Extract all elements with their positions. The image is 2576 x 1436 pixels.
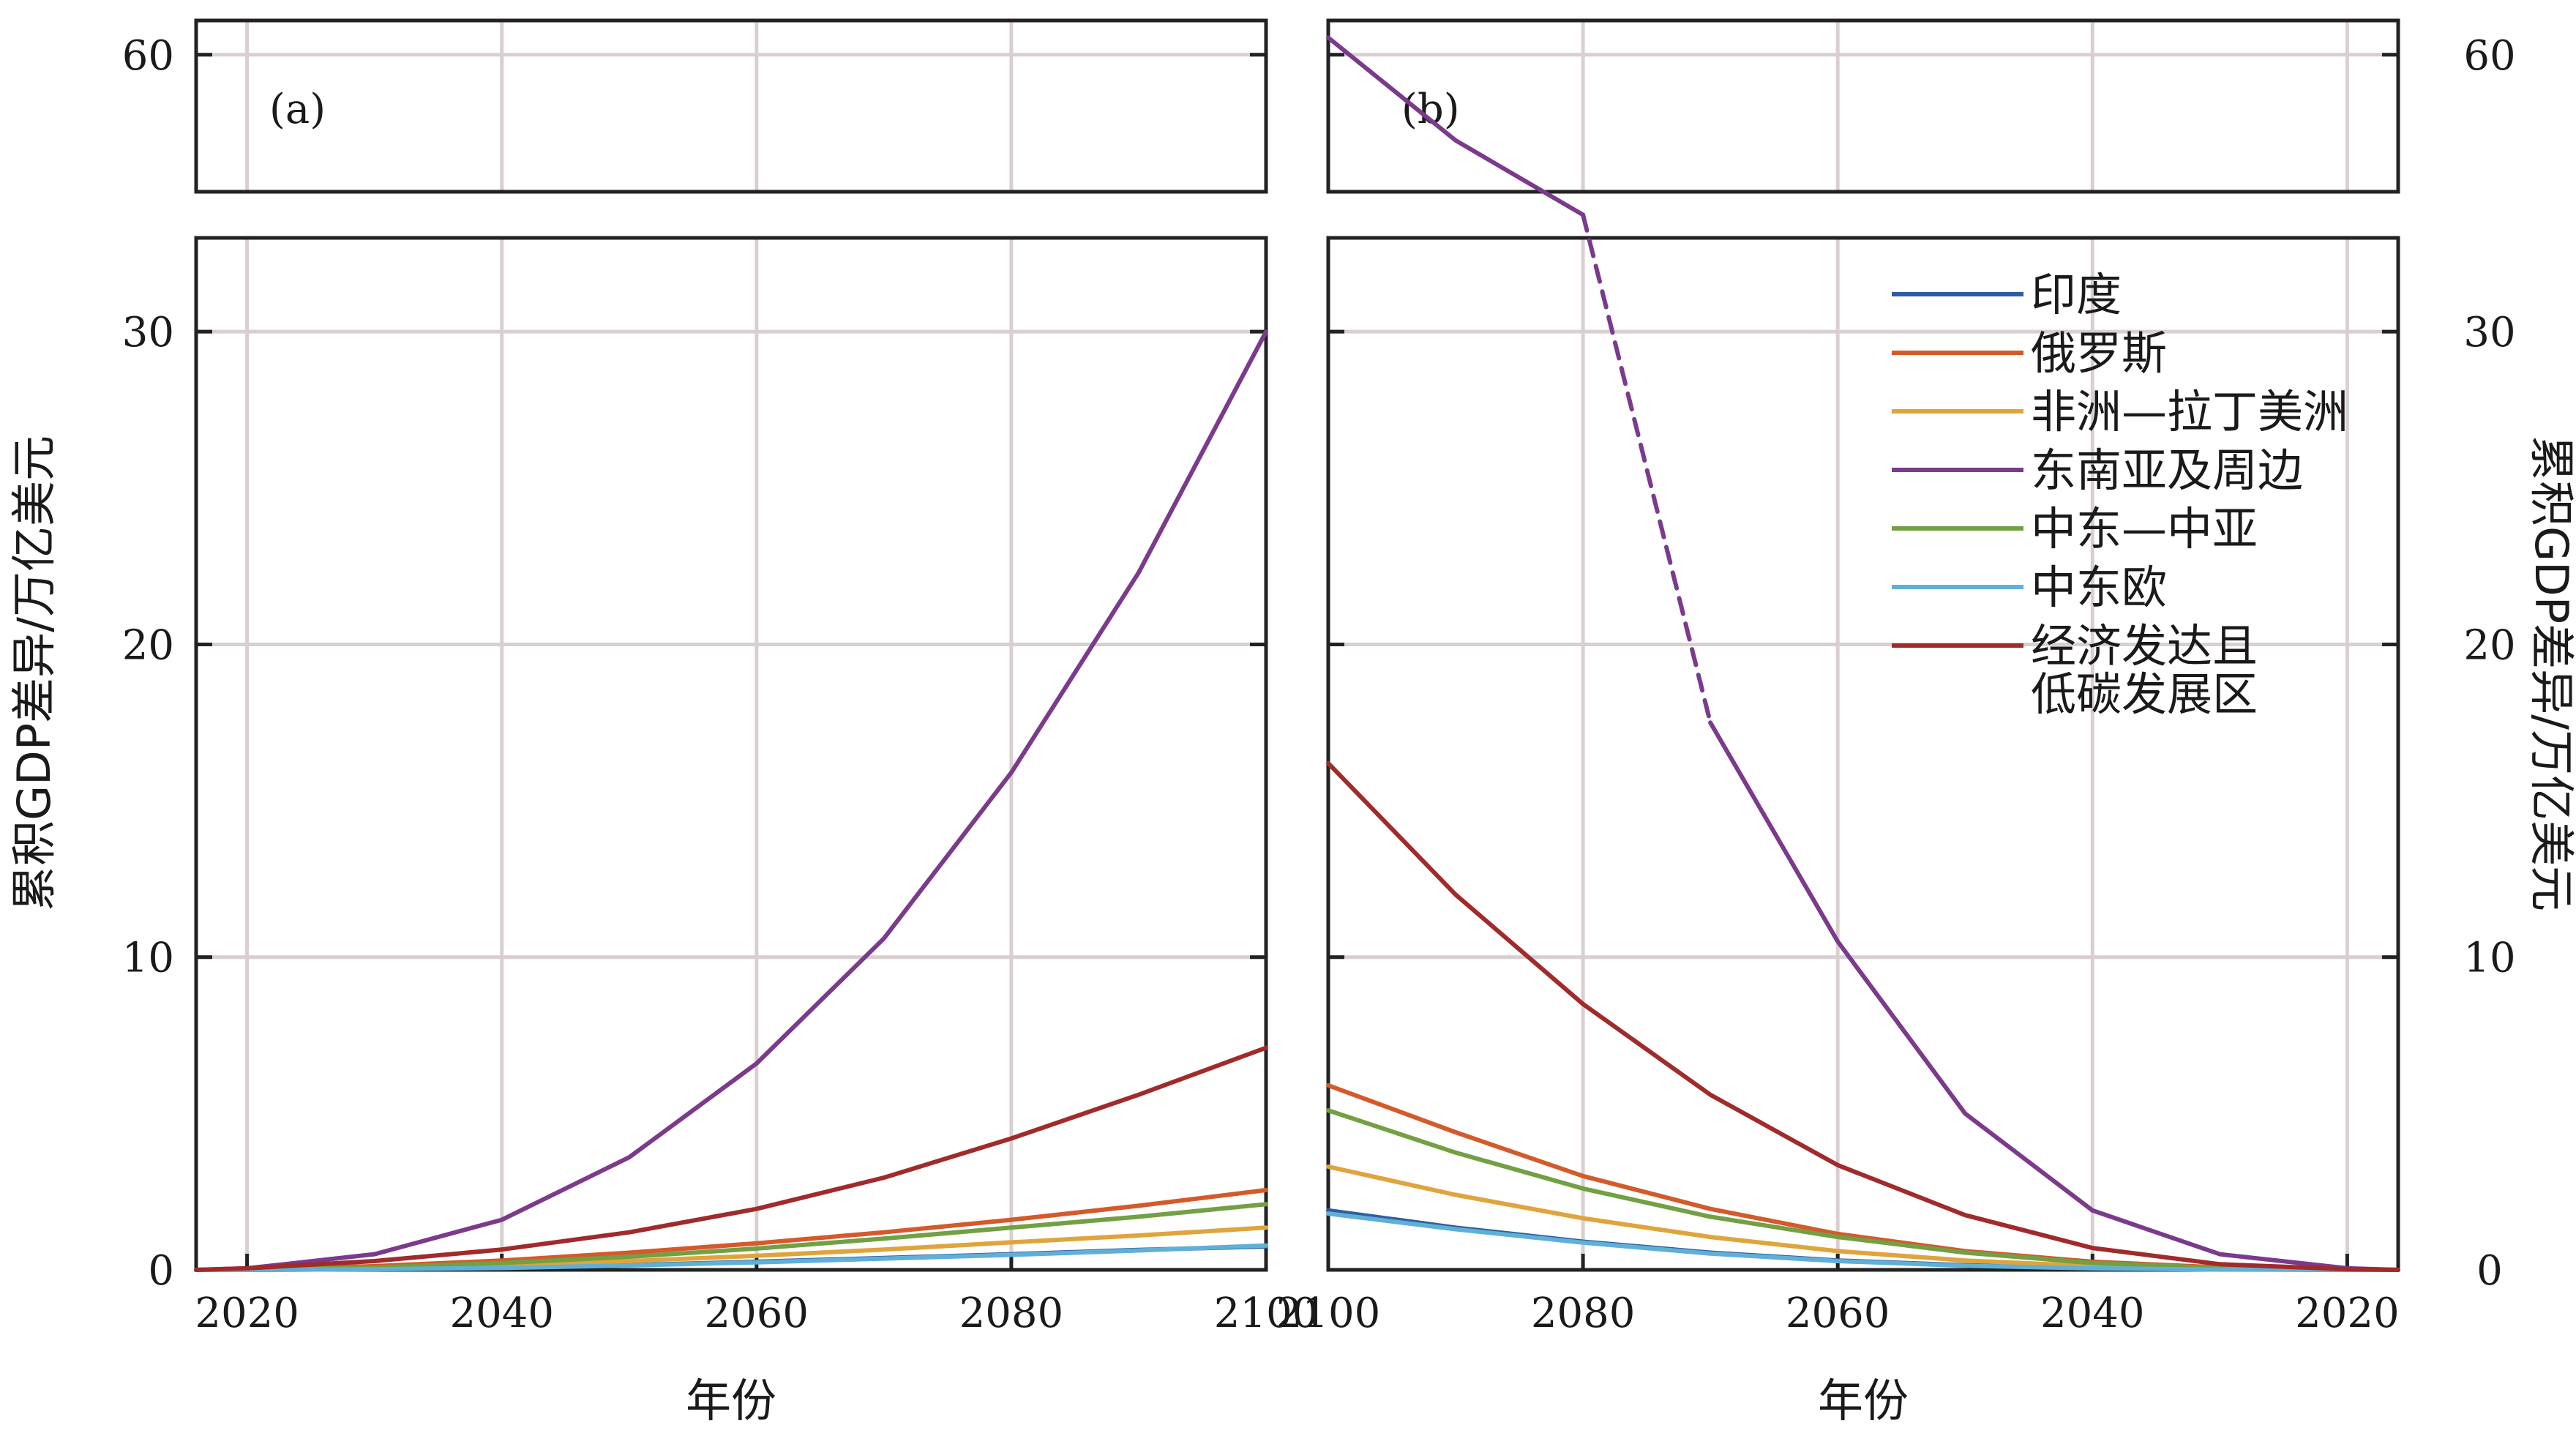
y-axis-title: 累积GDP差异/万亿美元 — [7, 435, 61, 911]
x-tick-label: 2040 — [2040, 1290, 2145, 1337]
series-line-break — [1581, 212, 1713, 725]
x-tick-label: 2020 — [2295, 1290, 2400, 1337]
y-tick-label: 30 — [122, 309, 174, 356]
series-line — [194, 329, 1268, 1272]
x-tick-label: 2060 — [705, 1290, 809, 1337]
y-axis-title: 累积GDP差异/万亿美元 — [2525, 435, 2576, 911]
y-tick-label: 20 — [122, 621, 174, 669]
panel-label: (a) — [269, 86, 326, 133]
y-tick-label: 60 — [122, 32, 174, 80]
x-tick-label: 2080 — [1531, 1290, 1636, 1337]
y-tick-label: 10 — [2463, 935, 2515, 982]
y-tick-label: 10 — [122, 935, 174, 982]
legend-label: 非洲—拉丁美洲 — [2031, 385, 2348, 438]
y-tick-label: 0 — [148, 1247, 174, 1295]
series-line — [1326, 1108, 2400, 1272]
x-tick-label: 2100 — [1214, 1290, 1319, 1337]
x-axis-title: 年份 — [686, 1374, 776, 1427]
panel-label: (b) — [1401, 86, 1460, 133]
panel-a: 2020 2040 2060 2080 2100 0 10 20 30 60 (a) 年份 累积GDP差… — [7, 18, 1319, 1427]
y-tick-label: 60 — [2463, 32, 2515, 80]
legend-label: 中东欧 — [2031, 561, 2167, 614]
x-tick-label: 2040 — [449, 1290, 554, 1337]
series-line — [1326, 760, 2400, 1272]
x-tick-label: 2060 — [1786, 1290, 1890, 1337]
x-tick-label: 2020 — [195, 1290, 299, 1337]
legend-label: 低碳发展区 — [2031, 667, 2258, 721]
panel-b: 2100 2080 2060 2040 2020 0 10 20 30 60 (b) 年份 累积GDP差… — [1276, 18, 2576, 1427]
upper-frame — [1326, 18, 2400, 194]
legend-label: 东南亚及周边 — [2031, 444, 2303, 497]
legend-label: 俄罗斯 — [2031, 326, 2167, 380]
upper-frame — [194, 18, 1268, 194]
lower-frame — [194, 236, 1268, 1272]
x-tick-label: 2080 — [959, 1290, 1064, 1337]
series-line — [1326, 35, 2400, 1272]
x-tick-label: 2100 — [1276, 1290, 1381, 1337]
y-tick-label: 20 — [2463, 621, 2515, 669]
legend-label: 中东—中亚 — [2031, 502, 2258, 556]
legend-label: 经济发达且 — [2031, 619, 2258, 673]
y-tick-label: 0 — [2476, 1247, 2503, 1295]
lower-frame — [1326, 236, 2400, 1272]
x-axis-title: 年份 — [1818, 1374, 1909, 1427]
series-line — [194, 1045, 1268, 1272]
legend-label: 印度 — [2031, 268, 2122, 321]
y-tick-label: 30 — [2463, 309, 2515, 356]
